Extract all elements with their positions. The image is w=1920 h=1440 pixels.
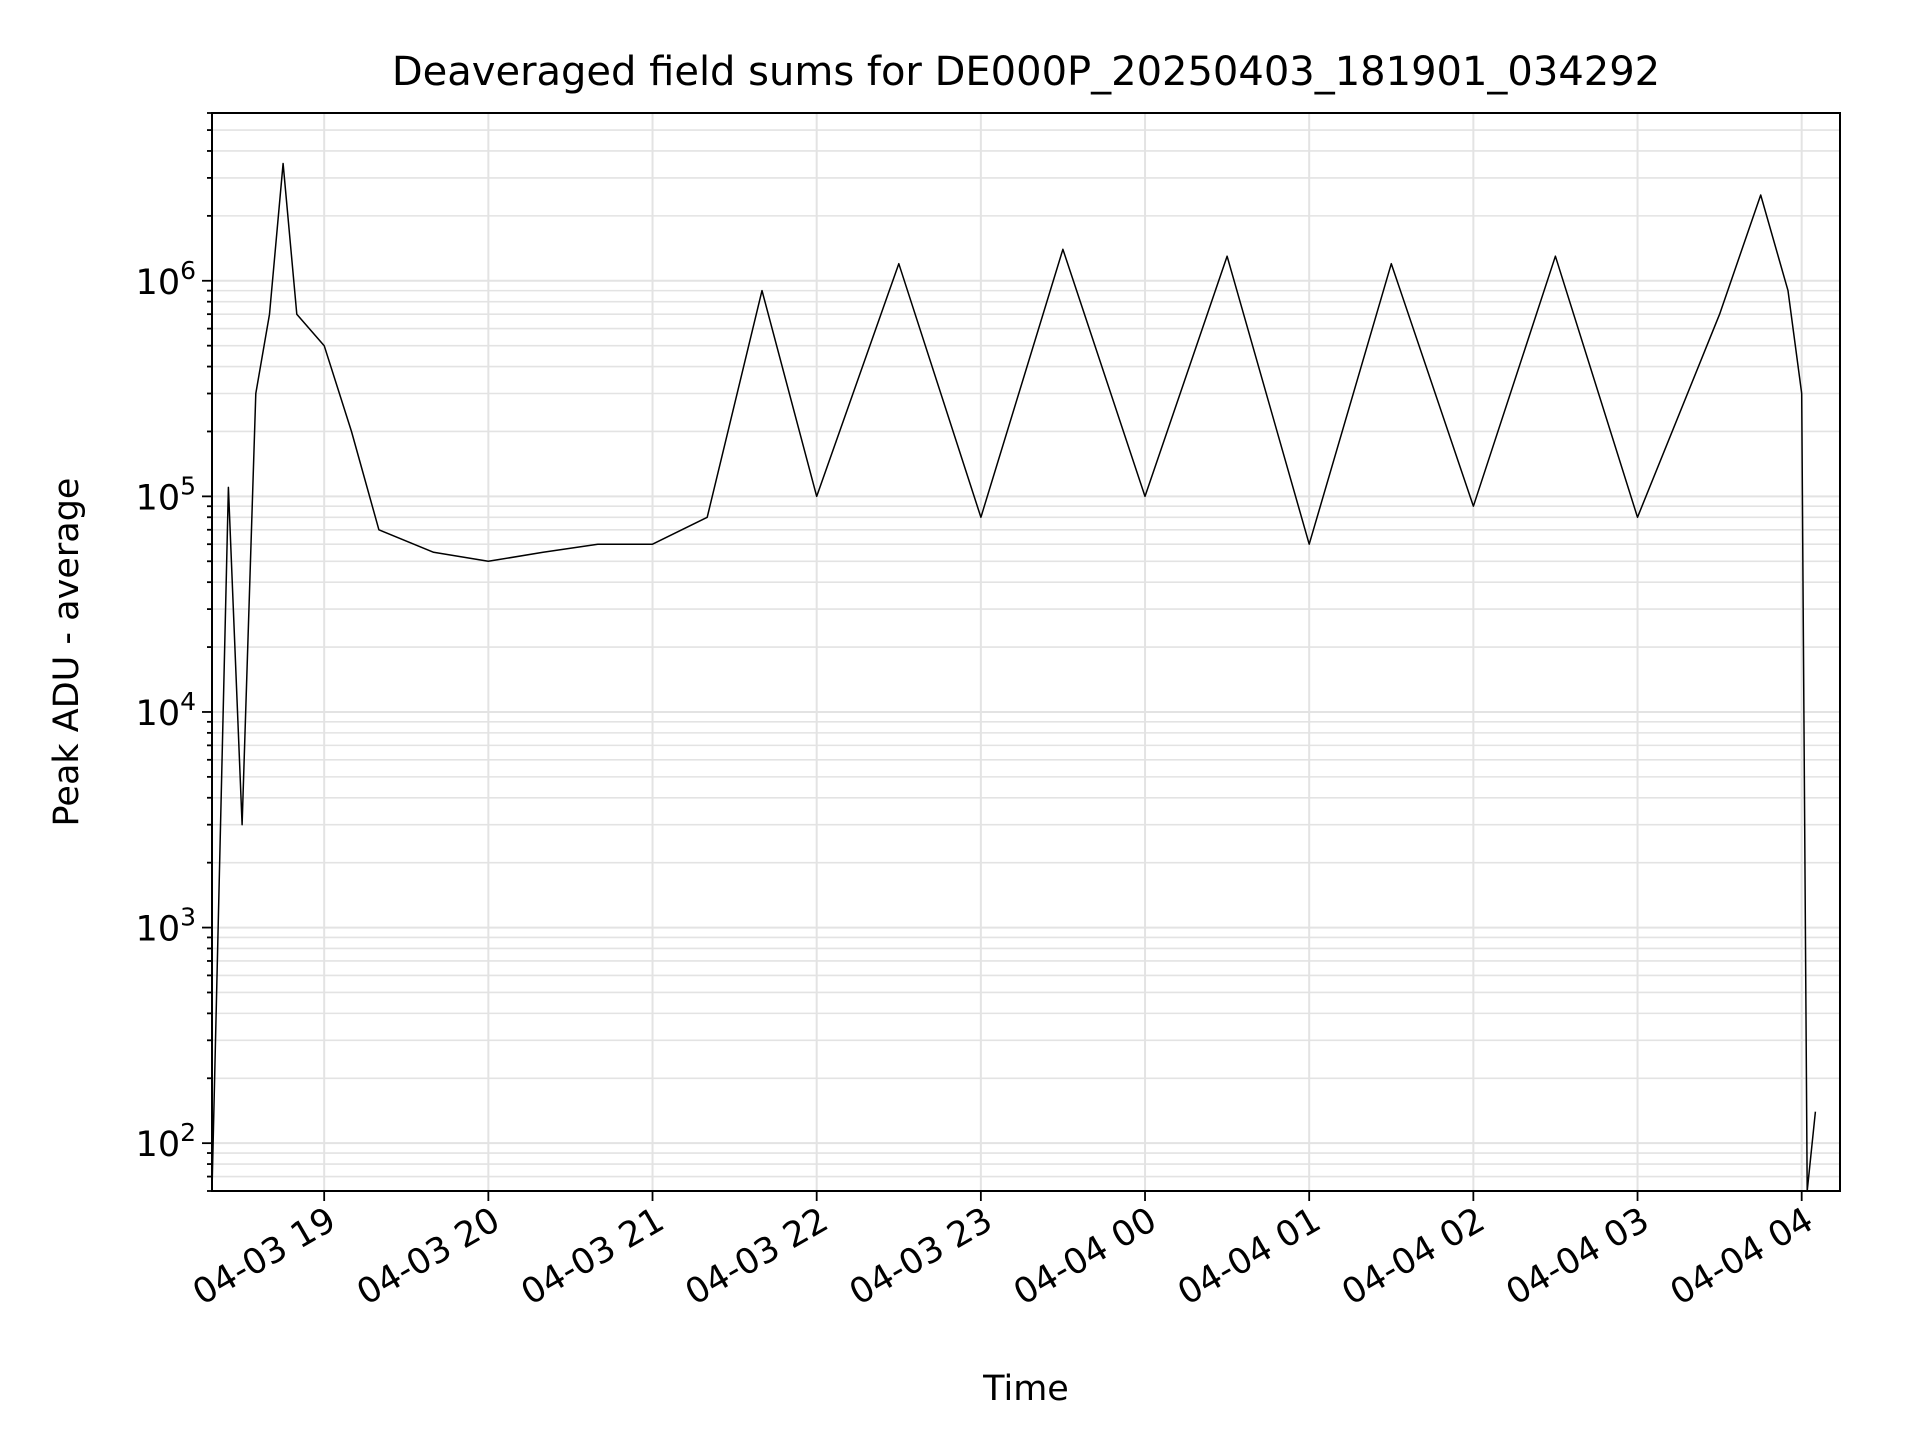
y-tick-exponent: 6 [180,256,196,285]
y-tick-label: 104 [136,687,196,734]
y-axis-label: Peak ADU - average [47,478,87,827]
plot-frame [211,112,1841,1192]
y-tick-label: 106 [136,256,196,303]
series-line-layer [211,162,1817,1192]
y-tick-label: 102 [136,1118,196,1165]
series-line [211,162,1817,1192]
y-tick-exponent: 4 [180,687,196,716]
y-tick-base: 10 [136,478,181,518]
y-tick-label: 103 [136,903,196,950]
x-axis-label: Time [982,1369,1069,1409]
y-tick-base: 10 [136,694,181,734]
y-tick-base: 10 [136,1125,181,1165]
y-tick-label: 105 [136,471,196,518]
y-tick-base: 10 [136,910,181,950]
y-tick-exponent: 3 [180,903,196,932]
grid [212,112,1840,1192]
y-tick-exponent: 2 [180,1118,196,1147]
chart-title: Deaveraged field sums for DE000P_2025040… [392,49,1660,95]
y-tick-base: 10 [136,263,181,303]
y-tick-exponent: 5 [180,471,196,500]
